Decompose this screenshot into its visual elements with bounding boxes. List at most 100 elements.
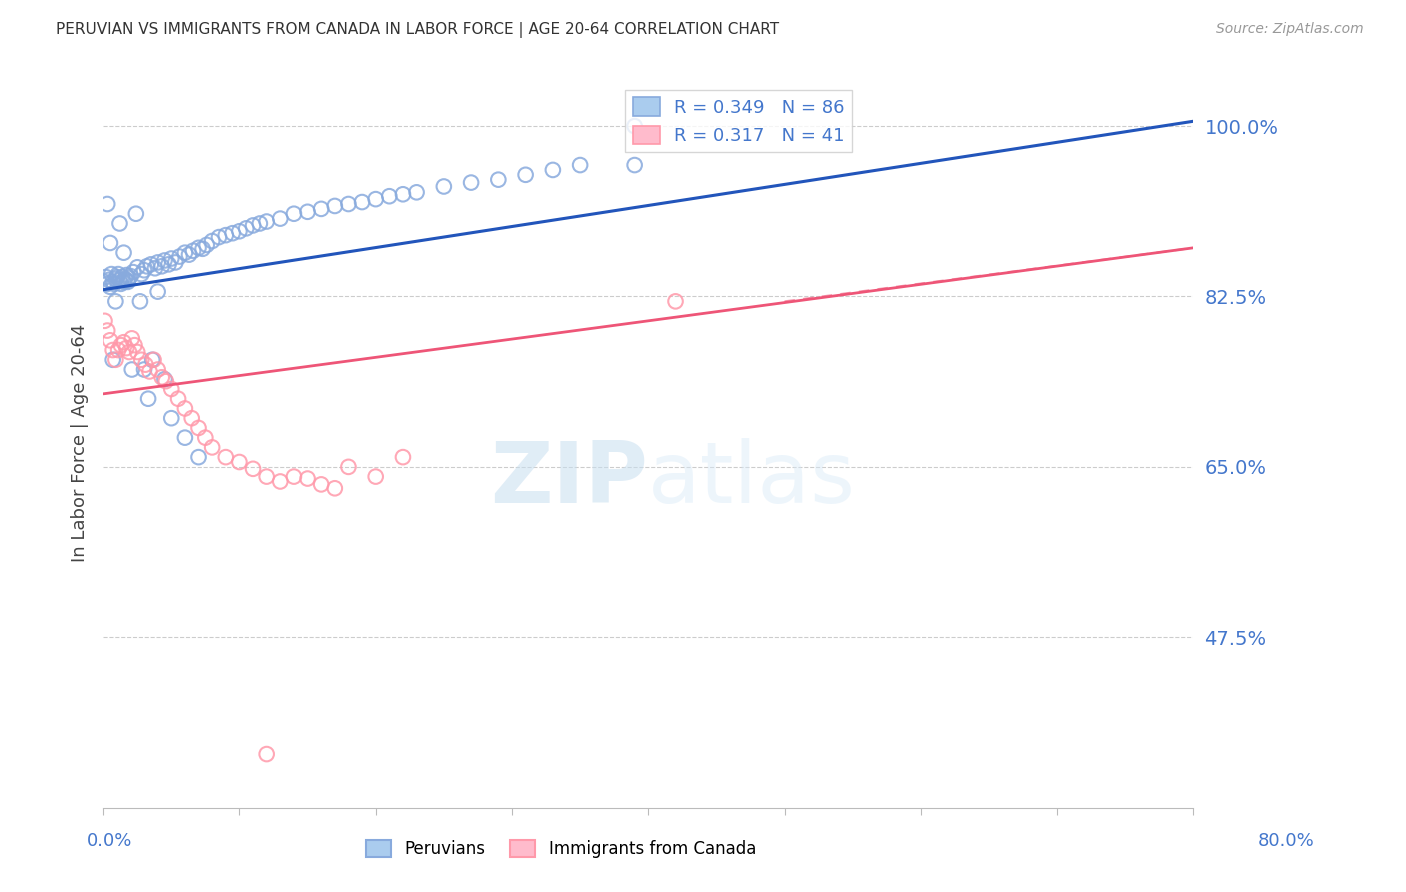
Point bbox=[150, 260, 173, 274]
Point bbox=[256, 747, 278, 761]
Point bbox=[160, 252, 183, 266]
Point bbox=[98, 334, 121, 348]
Point bbox=[97, 273, 120, 287]
Point bbox=[96, 197, 118, 211]
Point bbox=[129, 352, 152, 367]
Point bbox=[104, 352, 127, 367]
Point bbox=[486, 172, 509, 186]
Text: 0.0%: 0.0% bbox=[87, 831, 132, 849]
Point bbox=[541, 163, 564, 178]
Point bbox=[228, 455, 250, 469]
Point bbox=[127, 260, 149, 275]
Point bbox=[433, 179, 456, 194]
Point bbox=[191, 242, 214, 256]
Point bbox=[242, 219, 264, 233]
Point bbox=[153, 253, 176, 268]
Point bbox=[104, 272, 127, 286]
Point bbox=[664, 294, 686, 309]
Point bbox=[155, 374, 177, 388]
Point bbox=[121, 331, 143, 345]
Point bbox=[242, 462, 264, 476]
Point bbox=[111, 270, 134, 285]
Point bbox=[297, 471, 319, 485]
Point bbox=[181, 244, 204, 258]
Point bbox=[160, 382, 183, 396]
Point bbox=[103, 277, 125, 291]
Point bbox=[174, 431, 197, 445]
Point bbox=[132, 362, 155, 376]
Point bbox=[122, 265, 145, 279]
Point bbox=[256, 469, 278, 483]
Point bbox=[623, 119, 645, 133]
Point bbox=[169, 250, 191, 264]
Point bbox=[623, 158, 645, 172]
Point bbox=[146, 285, 169, 299]
Point bbox=[187, 421, 209, 435]
Point bbox=[364, 469, 387, 483]
Point bbox=[139, 257, 162, 271]
Point bbox=[135, 260, 157, 274]
Point bbox=[93, 314, 115, 328]
Point bbox=[107, 343, 129, 357]
Point bbox=[215, 450, 238, 464]
Text: ZIP: ZIP bbox=[491, 438, 648, 521]
Point bbox=[136, 392, 159, 406]
Point bbox=[114, 272, 136, 286]
Point bbox=[392, 450, 415, 464]
Point bbox=[112, 335, 135, 350]
Point bbox=[112, 275, 135, 289]
Point bbox=[297, 204, 319, 219]
Point bbox=[283, 207, 305, 221]
Point bbox=[129, 267, 152, 281]
Point bbox=[107, 267, 129, 281]
Point bbox=[153, 372, 176, 386]
Point bbox=[364, 192, 387, 206]
Point bbox=[143, 261, 166, 276]
Point bbox=[141, 352, 163, 367]
Point bbox=[215, 228, 238, 243]
Point bbox=[177, 247, 200, 261]
Point bbox=[138, 364, 160, 378]
Text: atlas: atlas bbox=[648, 438, 856, 521]
Text: 80.0%: 80.0% bbox=[1258, 831, 1315, 849]
Point bbox=[115, 341, 138, 355]
Point bbox=[104, 294, 127, 309]
Point bbox=[201, 234, 224, 248]
Point bbox=[142, 352, 165, 367]
Point bbox=[98, 235, 121, 250]
Point bbox=[269, 211, 291, 226]
Point bbox=[208, 230, 231, 244]
Point bbox=[569, 158, 592, 172]
Point bbox=[121, 362, 143, 376]
Point bbox=[100, 267, 122, 281]
Point bbox=[174, 245, 197, 260]
Point bbox=[337, 459, 360, 474]
Point bbox=[108, 217, 131, 231]
Point bbox=[167, 392, 190, 406]
Point bbox=[352, 195, 374, 210]
Point bbox=[120, 268, 142, 283]
Text: PERUVIAN VS IMMIGRANTS FROM CANADA IN LABOR FORCE | AGE 20-64 CORRELATION CHART: PERUVIAN VS IMMIGRANTS FROM CANADA IN LA… bbox=[56, 22, 779, 38]
Point bbox=[96, 277, 118, 291]
Point bbox=[129, 294, 152, 309]
Point bbox=[165, 255, 187, 269]
Point bbox=[392, 187, 415, 202]
Point bbox=[146, 362, 169, 376]
Point bbox=[134, 358, 156, 372]
Y-axis label: In Labor Force | Age 20-64: In Labor Force | Age 20-64 bbox=[72, 324, 89, 562]
Point bbox=[132, 263, 155, 277]
Point bbox=[323, 481, 346, 495]
Point bbox=[118, 345, 141, 359]
Point bbox=[180, 411, 202, 425]
Point bbox=[110, 338, 132, 352]
Point bbox=[269, 475, 291, 489]
Point bbox=[101, 352, 124, 367]
Point bbox=[117, 275, 139, 289]
Point bbox=[405, 186, 427, 200]
Point bbox=[125, 207, 148, 221]
Point bbox=[105, 270, 128, 285]
Point bbox=[160, 411, 183, 425]
Point bbox=[150, 370, 173, 384]
Point bbox=[235, 221, 257, 235]
Point bbox=[96, 324, 118, 338]
